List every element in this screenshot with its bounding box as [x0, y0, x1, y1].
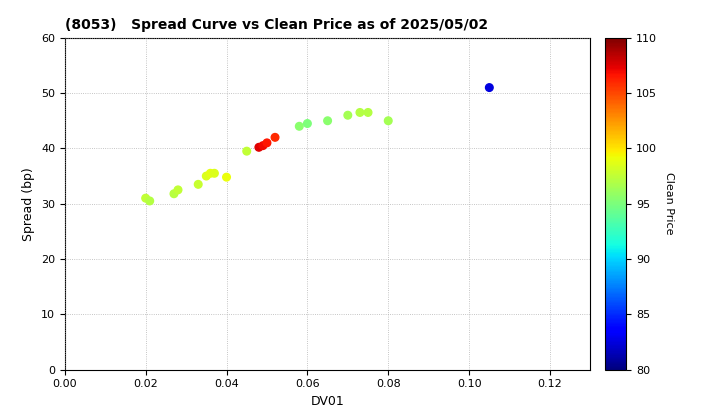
Point: [253, 144, 265, 151]
Point: [261, 139, 273, 146]
Y-axis label: Clean Price: Clean Price: [664, 173, 674, 235]
Point: [484, 84, 495, 91]
Point: [168, 190, 180, 197]
Point: [201, 173, 212, 179]
Point: [204, 170, 216, 177]
Point: [241, 148, 253, 155]
Point: [342, 112, 354, 118]
Point: [362, 109, 374, 116]
Point: [322, 117, 333, 124]
Point: [192, 181, 204, 188]
X-axis label: DV01: DV01: [311, 395, 344, 408]
Text: (8053)   Spread Curve vs Clean Price as of 2025/05/02: (8053) Spread Curve vs Clean Price as of…: [65, 18, 488, 32]
Point: [221, 174, 233, 181]
Point: [209, 170, 220, 177]
Point: [144, 197, 156, 204]
Point: [140, 195, 151, 202]
Point: [257, 142, 269, 149]
Point: [382, 117, 394, 124]
Point: [354, 109, 366, 116]
Y-axis label: Spread (bp): Spread (bp): [22, 167, 35, 241]
Point: [269, 134, 281, 141]
Point: [294, 123, 305, 130]
Point: [302, 120, 313, 127]
Point: [172, 186, 184, 193]
